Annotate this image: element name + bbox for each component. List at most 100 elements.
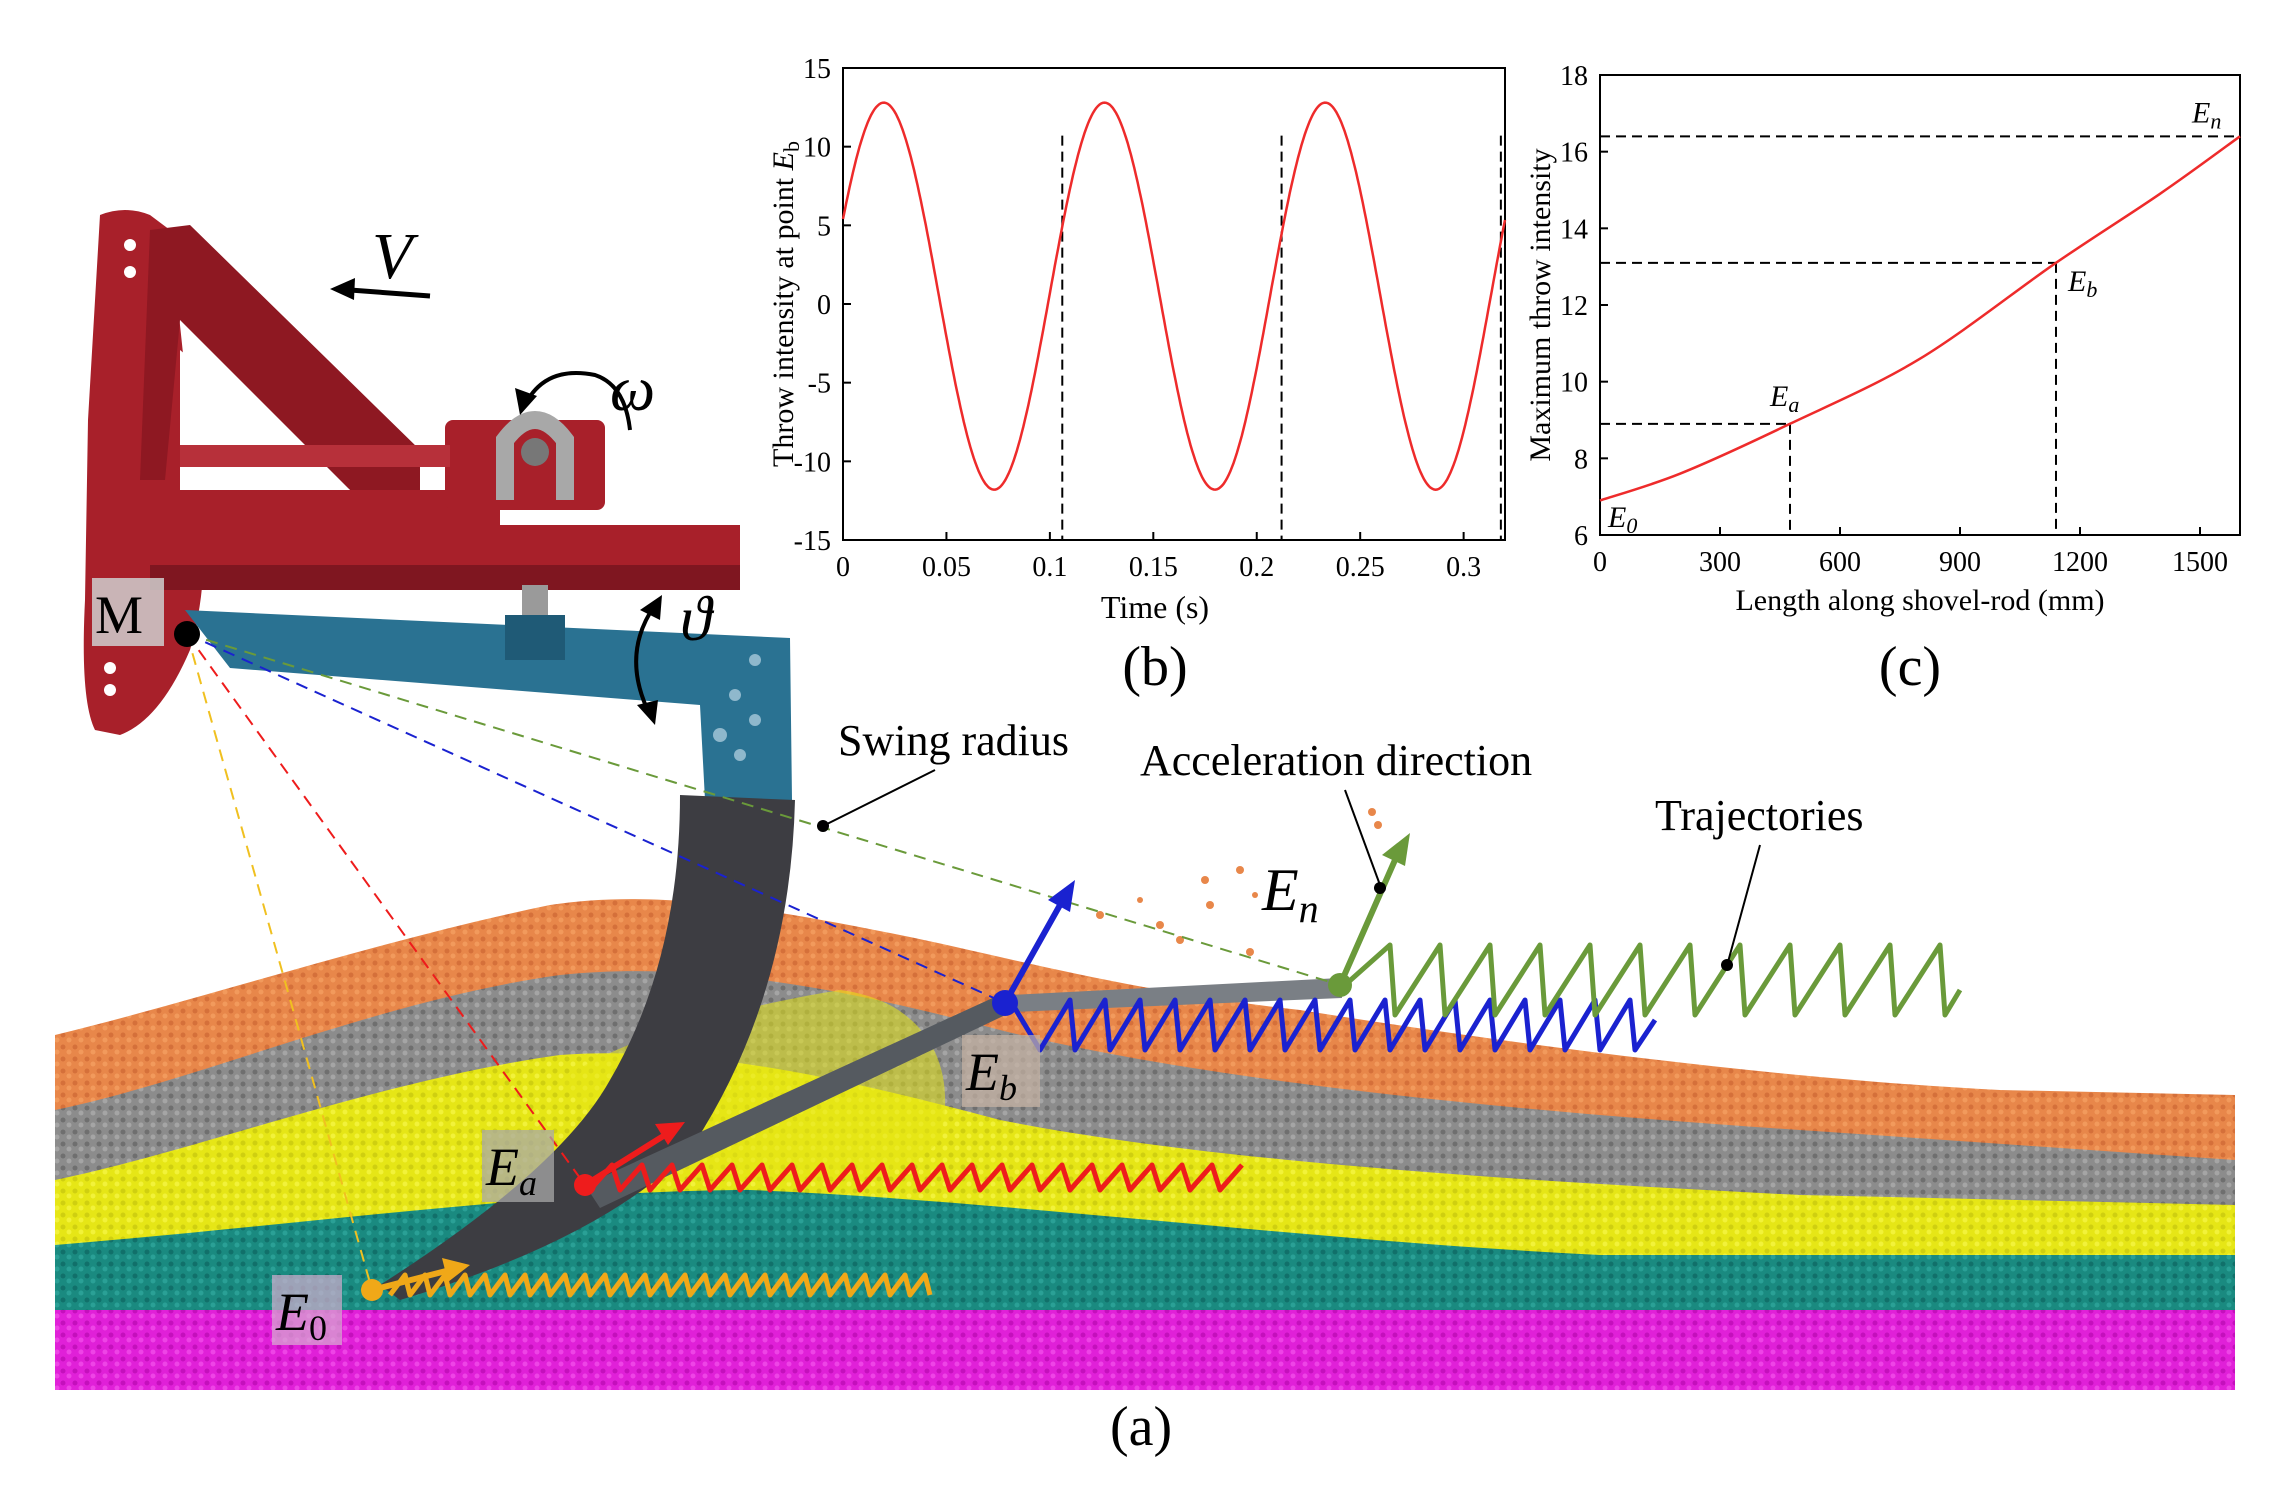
leader-trajectories-dot [1721, 959, 1733, 971]
accel-arrow-Eb [1002, 902, 1063, 1006]
label-box-Eb [962, 1035, 1040, 1107]
chart-b-yticks: 15 10 5 0 -5 -10 -15 [794, 54, 851, 557]
label-V: V [372, 220, 419, 293]
chart-b-ytick-label: 5 [817, 211, 831, 242]
eccentric-pin [521, 438, 549, 466]
chart-c-ytick-label: 10 [1560, 368, 1588, 399]
chart-b-xticks: 0 0.05 0.1 0.15 0.2 0.25 0.3 [836, 532, 1481, 583]
point-Eb-dot [992, 990, 1018, 1016]
chart-c-point-label: Eb [2067, 265, 2097, 302]
chart-c-ylabel: Maximum throw intensity [1524, 148, 1557, 461]
label-box-M [92, 578, 164, 646]
chart-b-frame [842, 67, 1506, 541]
key-points [174, 621, 1352, 1301]
pivot-M-dot [174, 621, 200, 647]
point-En-dot [1328, 973, 1352, 997]
drive-shaft [180, 445, 450, 467]
chart-b-ytick-label: 15 [803, 54, 831, 85]
chart-c-xtick-label: 1200 [2052, 547, 2108, 578]
radius-lines [186, 633, 1341, 1291]
leader-swing-radius [822, 769, 936, 827]
label-Eb: Eb [965, 1042, 1017, 1108]
flying-particles [1096, 808, 1382, 956]
label-E0: E0 [275, 1282, 327, 1348]
chart-b-xtick-label: 0.2 [1239, 552, 1274, 583]
shovel-blade [380, 795, 795, 1300]
swing-arm-hub [505, 615, 565, 660]
chart-c-xtick-label: 300 [1699, 547, 1741, 578]
soil-layer-magenta [55, 1310, 2235, 1390]
trajectory-Ea [588, 1162, 1244, 1193]
shovel-rod-upper [1010, 978, 1342, 1012]
chart-c-ytick-label: 8 [1574, 444, 1588, 475]
theta-arrow-head-bottom [637, 700, 658, 725]
radius-line-Eb [186, 633, 1006, 1004]
chart-c-ytick-label: 14 [1560, 214, 1588, 245]
soil-bed [55, 899, 2235, 1390]
leader-acceleration-dot [1374, 882, 1386, 894]
caption-b: (b) [1122, 636, 1187, 698]
annotation-swing-radius: Swing radius [838, 716, 1069, 765]
chart-b-ytick-label: -10 [794, 447, 831, 478]
chart-b-ylabel: Throw intensity at point Eb [767, 141, 804, 467]
swing-arm [185, 610, 792, 800]
chart-b-ytick-label: -15 [794, 526, 831, 557]
accel-arrow-En [1337, 857, 1398, 988]
chart-b-xtick-label: 0.05 [922, 552, 971, 583]
swing-arm-beam [185, 610, 792, 800]
chart-c-yticks: 18 16 14 12 10 8 6 [1560, 61, 1608, 552]
trajectory-E0 [388, 1272, 933, 1298]
omega-arrow-head [515, 388, 537, 415]
panel-b: 15 10 5 0 -5 -10 -15 0 0.05 0.1 0.15 0.2 0.25 0.3 Ti… [767, 54, 1507, 698]
trajectory-Eb [1007, 997, 1658, 1053]
frame-crossbar-shade [150, 565, 740, 590]
chart-c-xtick-label: 0 [1593, 547, 1607, 578]
point-Ea-dot [574, 1174, 596, 1196]
frame-holes [104, 239, 136, 696]
label-box-E0 [272, 1275, 342, 1345]
eccentric-bracket [496, 411, 574, 500]
label-box-Ea [482, 1130, 554, 1202]
chart-b-ytick-label: 10 [803, 133, 831, 164]
chart-c-point-label: E0 [1607, 501, 1637, 538]
chart-c-xtick-label: 1500 [2172, 547, 2228, 578]
chart-b-xlabel: Time (s) [1101, 589, 1209, 625]
label-En: En [1261, 857, 1319, 931]
panel-c: 18 16 14 12 10 8 6 0 300 600 900 1200 1500 E0 Ea Eb En… [1524, 61, 2241, 698]
radius-line-E0 [186, 633, 373, 1291]
label-M: M [95, 585, 143, 645]
theta-arrow [634, 603, 657, 716]
chart-c-ytick-label: 16 [1560, 138, 1588, 169]
radius-line-En [186, 633, 1341, 986]
chart-b-xtick-label: 0 [836, 552, 850, 583]
trajectory-En [1343, 942, 1963, 1018]
chart-c-xtick-label: 600 [1819, 547, 1861, 578]
acceleration-arrows [369, 833, 1410, 1293]
annotation-acceleration-direction: Acceleration direction [1140, 736, 1532, 785]
accel-arrow-Ea [582, 1132, 668, 1188]
accel-arrow-En-head [1382, 833, 1410, 866]
velocity-arrow-head [330, 278, 355, 300]
chart-b-ytick-label: 0 [817, 290, 831, 321]
accel-arrow-Ea-head [655, 1122, 685, 1145]
shovel [380, 795, 1342, 1300]
shovel-rod-lower [585, 990, 1020, 1208]
leader-swing-radius-dot [817, 820, 829, 832]
caption-a: (a) [1110, 1396, 1172, 1458]
label-Ea: Ea [485, 1137, 537, 1203]
radius-line-Ea [186, 633, 586, 1186]
leader-acceleration [1344, 789, 1381, 886]
accel-arrow-E0-head [442, 1258, 470, 1282]
chart-c-ytick-label: 6 [1574, 521, 1588, 552]
leader-trajectories [1727, 844, 1761, 963]
chart-c-xtick-label: 900 [1939, 547, 1981, 578]
accel-arrow-Eb-head [1048, 880, 1075, 912]
trajectories [388, 942, 1963, 1298]
chart-b-vlines [1061, 135, 1502, 540]
annotation-trajectories: Trajectories [1655, 791, 1864, 840]
point-E0-dot [361, 1279, 383, 1301]
chart-c-ytick-label: 12 [1560, 291, 1588, 322]
caption-c: (c) [1879, 636, 1941, 698]
panel-a: M E0 Ea Eb En V ω ϑ Swing radius Acceler… [55, 210, 2235, 1458]
